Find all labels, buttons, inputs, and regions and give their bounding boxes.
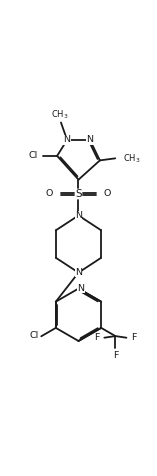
Text: O: O [46, 189, 53, 198]
Text: Cl: Cl [30, 331, 39, 340]
Text: N: N [86, 135, 93, 144]
Text: S: S [75, 189, 82, 199]
Text: F: F [113, 351, 118, 360]
Text: Cl: Cl [28, 151, 37, 160]
Text: N: N [64, 135, 71, 144]
Text: F: F [131, 333, 137, 342]
Text: N: N [77, 284, 84, 293]
Text: CH$_3$: CH$_3$ [51, 109, 69, 121]
Text: CH$_3$: CH$_3$ [123, 152, 141, 165]
Text: O: O [104, 189, 111, 198]
Text: N: N [75, 211, 82, 220]
Text: F: F [94, 333, 99, 342]
Text: N: N [75, 268, 82, 277]
